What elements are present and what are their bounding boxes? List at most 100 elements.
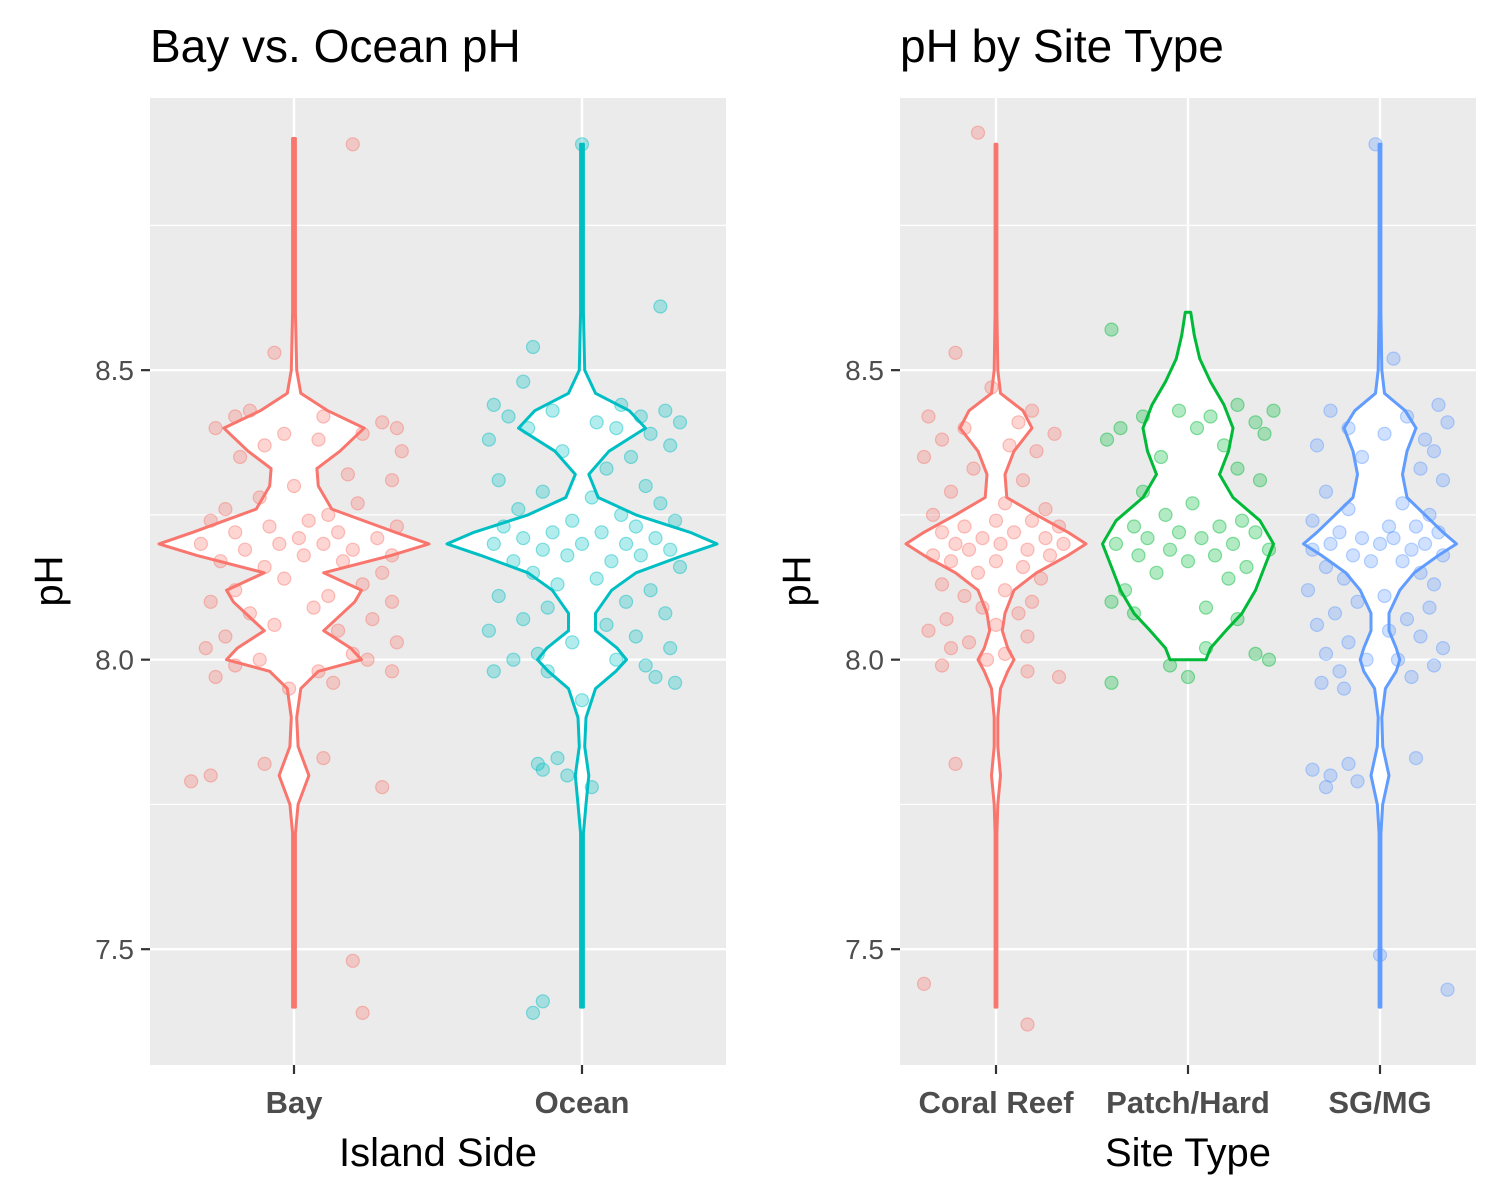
data-point-sg-mg <box>1327 606 1343 621</box>
data-point-ocean <box>516 530 531 546</box>
data-point-bay <box>389 421 404 436</box>
data-point-patch-hard <box>1261 652 1277 667</box>
data-point-patch-hard <box>1180 554 1196 569</box>
data-point-coral-reef <box>1024 513 1040 528</box>
data-point-patch-hard <box>1198 600 1214 615</box>
data-point-sg-mg <box>1318 779 1334 795</box>
data-point-patch-hard <box>1216 438 1232 453</box>
data-point-ocean <box>574 693 590 708</box>
data-point-ocean <box>604 554 619 569</box>
data-point-coral-reef <box>997 583 1013 598</box>
data-point-sg-mg <box>1413 565 1428 580</box>
data-point-patch-hard <box>1230 397 1245 412</box>
data-point-patch-hard <box>1171 403 1187 418</box>
data-point-bay <box>389 519 404 534</box>
data-point-bay <box>208 669 223 685</box>
data-point-patch-hard <box>1149 565 1164 580</box>
data-point-patch-hard <box>1257 426 1272 441</box>
data-point-patch-hard <box>1207 548 1223 563</box>
data-point-bay <box>184 774 199 789</box>
data-point-patch-hard <box>1189 421 1205 436</box>
data-point-ocean <box>491 588 506 604</box>
data-point-ocean <box>491 473 506 488</box>
data-point-ocean <box>481 432 496 447</box>
data-point-sg-mg <box>1341 756 1356 772</box>
data-point-ocean <box>614 397 629 412</box>
data-point-ocean <box>609 421 624 436</box>
data-point-patch-hard <box>1248 525 1263 540</box>
data-point-sg-mg <box>1417 432 1433 447</box>
data-point-ocean <box>506 652 521 667</box>
data-point-coral-reef <box>957 519 972 534</box>
data-point-bay <box>316 750 331 766</box>
data-point-ocean <box>618 536 634 552</box>
data-point-bay <box>252 652 267 667</box>
axis-ticks: 7.5 8.0 8.5 Bay Ocean <box>95 355 629 1120</box>
axis-ticks: 7.5 8.0 8.5 Coral Reef Patch/Hard SG/MG <box>845 355 1432 1120</box>
data-point-sg-mg <box>1417 536 1433 552</box>
data-point-bay <box>233 449 248 465</box>
data-point-coral-reef <box>943 484 959 499</box>
data-point-patch-hard <box>1113 421 1128 436</box>
data-point-ocean <box>530 756 546 772</box>
data-point-bay <box>355 1005 370 1021</box>
data-point-bay <box>267 617 282 633</box>
data-point-sg-mg <box>1386 351 1401 366</box>
data-point-coral-reef <box>997 646 1013 662</box>
data-point-patch-hard <box>1104 322 1119 337</box>
y-tick-label: 8.0 <box>845 645 884 676</box>
data-point-coral-reef <box>961 542 977 557</box>
data-point-sg-mg <box>1399 611 1415 627</box>
data-point-ocean <box>658 403 673 418</box>
data-point-sg-mg <box>1363 554 1379 569</box>
data-point-ocean <box>525 1005 541 1021</box>
data-point-bay <box>311 432 326 447</box>
data-point-sg-mg <box>1435 640 1451 656</box>
data-point-bay <box>384 664 400 679</box>
data-point-ocean <box>633 548 648 563</box>
data-point-coral-reef <box>948 345 963 360</box>
data-point-bay <box>237 542 253 557</box>
data-point-patch-hard <box>1108 536 1124 552</box>
data-point-sg-mg <box>1431 525 1446 540</box>
data-point-patch-hard <box>1203 409 1218 424</box>
data-point-bay <box>218 502 233 517</box>
x-axis-title: Island Side <box>339 1131 537 1175</box>
data-point-sg-mg <box>1318 646 1334 662</box>
data-point-bay <box>203 594 218 609</box>
data-point-ocean <box>628 629 644 644</box>
data-point-sg-mg <box>1359 652 1374 667</box>
data-point-ocean <box>481 623 496 638</box>
data-point-coral-reef <box>988 617 1004 633</box>
data-point-sg-mg <box>1381 623 1397 638</box>
data-point-coral-reef <box>970 565 986 580</box>
data-point-ocean <box>599 617 614 633</box>
data-point-bay <box>311 664 326 679</box>
data-point-sg-mg <box>1395 554 1410 569</box>
data-point-bay <box>203 513 218 528</box>
data-point-bay <box>208 421 223 436</box>
data-point-ocean <box>486 536 501 552</box>
data-point-ocean <box>648 530 663 546</box>
data-point-bay <box>277 426 292 441</box>
data-point-coral-reef <box>925 507 941 523</box>
data-point-sg-mg <box>1318 484 1334 499</box>
data-point-bay <box>345 542 360 557</box>
data-point-sg-mg <box>1413 461 1428 476</box>
data-point-bay <box>360 652 375 667</box>
data-point-bay <box>365 611 380 627</box>
data-point-bay <box>331 623 346 638</box>
data-point-ocean <box>628 519 644 534</box>
data-point-ocean <box>643 583 658 598</box>
data-point-patch-hard <box>1266 403 1281 418</box>
data-point-ocean <box>516 374 531 389</box>
violins <box>904 142 1458 1009</box>
y-tick-label: 8.0 <box>95 645 134 676</box>
data-point-bay <box>252 490 267 505</box>
data-point-sg-mg <box>1381 519 1397 534</box>
data-point-coral-reef <box>984 380 999 395</box>
data-point-ocean <box>560 768 575 783</box>
data-point-sg-mg <box>1323 536 1338 552</box>
data-point-ocean <box>565 513 580 528</box>
panel-bay-vs-ocean: Bay vs. Ocean pH 7.5 8.0 8.5 Bay Ocean Islan… <box>27 20 726 1175</box>
